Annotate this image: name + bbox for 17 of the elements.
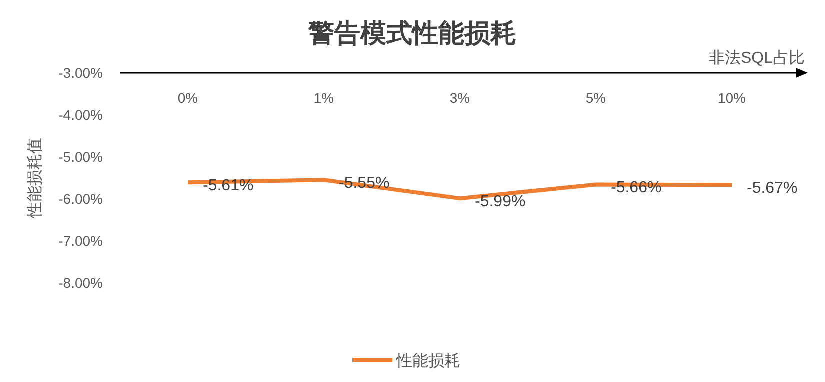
- x-tick-label: 10%: [718, 90, 746, 106]
- x-tick-label: 0%: [178, 90, 198, 106]
- y-tick-label: -7.00%: [58, 233, 103, 249]
- y-tick-label: -8.00%: [58, 275, 103, 291]
- x-tick-label: 1%: [314, 90, 334, 106]
- legend-label: 性能损耗: [396, 352, 460, 370]
- x-tick-label: 5%: [586, 90, 606, 106]
- y-axis-title: 性能损耗值: [26, 138, 44, 219]
- y-tick-label: -5.00%: [58, 149, 103, 165]
- data-label: -5.67%: [747, 180, 798, 198]
- x-tick-label: 3%: [450, 90, 470, 106]
- chart-title: 警告模式性能损耗: [308, 18, 516, 48]
- y-tick-label: -4.00%: [58, 107, 103, 123]
- y-tick-label: -6.00%: [58, 191, 103, 207]
- y-tick-label: -3.00%: [58, 65, 103, 81]
- data-label: -5.99%: [475, 194, 526, 211]
- x-axis-title: 非法SQL占比: [708, 49, 805, 67]
